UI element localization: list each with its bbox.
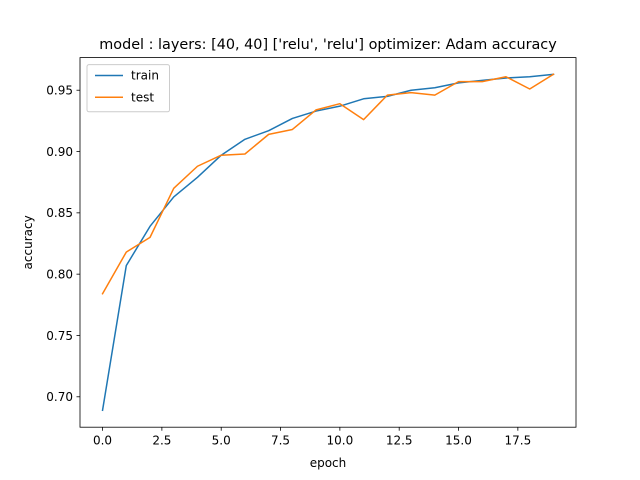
plot-area	[79, 57, 577, 428]
series-line-train	[101, 73, 555, 412]
y-axis-label: accuracy	[21, 215, 35, 269]
legend-box	[86, 64, 170, 113]
x-tick-label: 2.5	[152, 434, 171, 448]
series-line-test	[101, 73, 555, 295]
legend: train test	[86, 64, 170, 113]
x-axis-label: epoch	[310, 456, 347, 470]
x-tick-label: 10.0	[327, 434, 354, 448]
x-tick-label: 7.5	[271, 434, 290, 448]
y-tick-label: 0.90	[46, 145, 73, 159]
x-axis-ticks: 0.0 2.5 5.0 7.5 10.0 12.5 15.0 17.5	[93, 427, 531, 448]
y-tick-label: 0.70	[46, 390, 73, 404]
chart-title: model : layers: [40, 40] ['relu', 'relu'…	[99, 37, 557, 53]
y-axis-ticks: 0.70 0.75 0.80 0.85 0.90 0.95	[46, 84, 80, 404]
x-tick-label: 0.0	[93, 434, 112, 448]
x-tick-label: 17.5	[504, 434, 531, 448]
x-tick-label: 5.0	[212, 434, 231, 448]
axes-background	[80, 57, 576, 428]
series-lines	[101, 73, 555, 412]
y-tick-label: 0.95	[46, 84, 73, 98]
y-tick-label: 0.85	[46, 206, 73, 220]
legend-test-label: test	[131, 91, 154, 105]
legend-train-label: train	[131, 69, 159, 83]
axes-frame	[79, 57, 577, 428]
y-tick-label: 0.75	[46, 329, 73, 343]
y-tick-label: 0.80	[46, 267, 73, 281]
x-tick-label: 12.5	[386, 434, 413, 448]
x-tick-label: 15.0	[445, 434, 472, 448]
